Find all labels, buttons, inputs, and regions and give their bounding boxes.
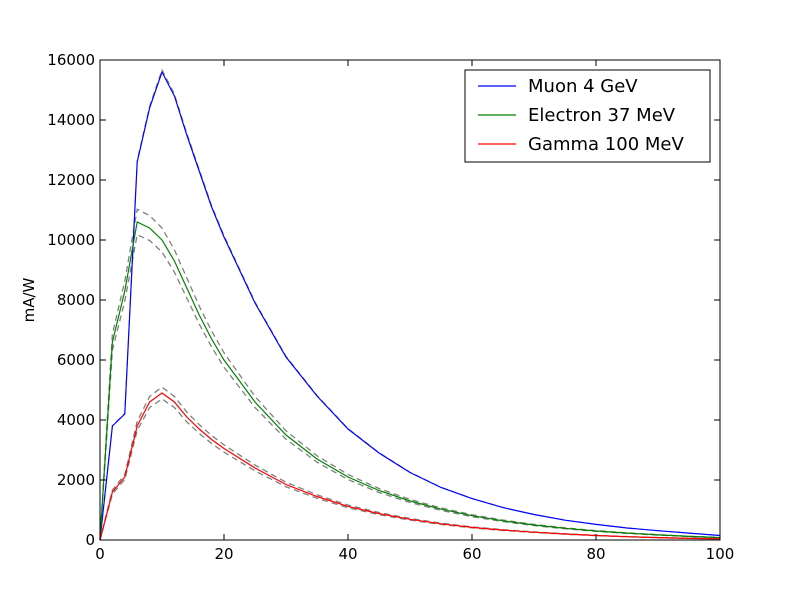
x-tick-label: 40 [338, 545, 357, 563]
y-tick-label: 2000 [57, 471, 95, 489]
legend: Muon 4 GeV Electron 37 MeV Gamma 100 MeV [464, 69, 711, 163]
y-tick-label: 4000 [57, 411, 95, 429]
y-tick-label: 16000 [47, 51, 95, 69]
x-tick-label: 20 [214, 545, 233, 563]
y-tick-label: 14000 [47, 111, 95, 129]
y-tick-label: 12000 [47, 171, 95, 189]
series-line-3 [99, 392, 721, 541]
series-line-2 [99, 221, 721, 541]
legend-label-1: Muon 4 GeV [528, 76, 638, 97]
x-tick-label: 80 [586, 545, 605, 563]
y-tick-label: 8000 [57, 291, 95, 309]
series-line-1 [99, 70, 721, 541]
x-tick-label: 0 [95, 545, 105, 563]
x-axis-ticks: 0 20 40 60 80 100 [95, 60, 734, 563]
legend-label-3: Gamma 100 MeV [528, 134, 684, 155]
y-tick-label: 6000 [57, 351, 95, 369]
legend-box [464, 69, 711, 163]
data-series [99, 70, 721, 541]
y-axis-label: mA/W [20, 277, 38, 322]
y-axis-ticks: 0 2000 4000 6000 8000 10000 12000 14000 16000 [47, 51, 720, 549]
x-tick-label: 60 [462, 545, 481, 563]
y-tick-label: 0 [85, 531, 95, 549]
y-tick-label: 10000 [47, 231, 95, 249]
legend-label-2: Electron 37 MeV [528, 105, 676, 126]
x-tick-label: 100 [706, 545, 735, 563]
band-lower-3 [99, 398, 721, 541]
